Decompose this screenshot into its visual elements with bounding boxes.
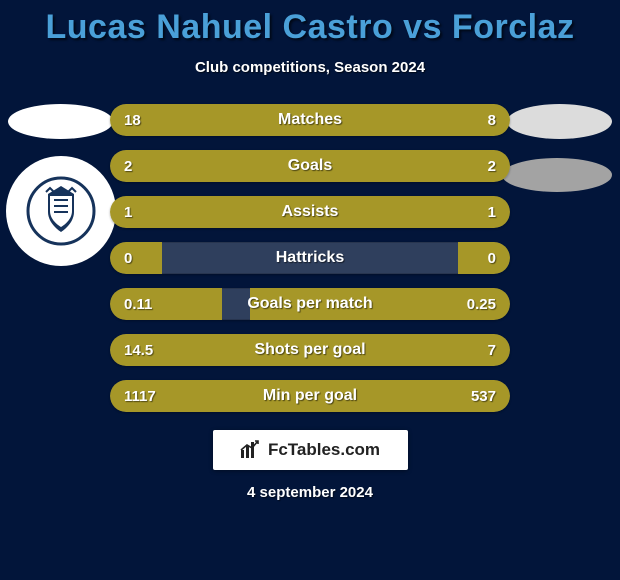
stat-row: 188Matches bbox=[110, 104, 510, 136]
bar-chart-icon bbox=[240, 440, 262, 460]
stat-label: Shots per goal bbox=[110, 334, 510, 366]
page-title: Lucas Nahuel Castro vs Forclaz bbox=[0, 0, 620, 47]
player-photo-right bbox=[507, 104, 612, 139]
stat-row: 00Hattricks bbox=[110, 242, 510, 274]
stat-row: 14.57Shots per goal bbox=[110, 334, 510, 366]
brand-text: FcTables.com bbox=[268, 440, 380, 460]
stat-label: Assists bbox=[110, 196, 510, 228]
stat-label: Goals per match bbox=[110, 288, 510, 320]
stat-row: 1117537Min per goal bbox=[110, 380, 510, 412]
stat-rows: 188Matches 22Goals 11Assists 00Hattricks 0.1… bbox=[110, 104, 510, 412]
club-badge-right bbox=[502, 158, 612, 192]
stat-row: 22Goals bbox=[110, 150, 510, 182]
date-text: 4 september 2024 bbox=[0, 484, 620, 501]
club-crest-icon bbox=[26, 176, 96, 246]
stat-label: Goals bbox=[110, 150, 510, 182]
comparison-area: 188Matches 22Goals 11Assists 00Hattricks 0.1… bbox=[0, 104, 620, 412]
subtitle: Club competitions, Season 2024 bbox=[0, 59, 620, 76]
stat-label: Min per goal bbox=[110, 380, 510, 412]
brand-badge: FcTables.com bbox=[213, 430, 408, 470]
club-badge-left bbox=[6, 156, 116, 266]
stat-label: Hattricks bbox=[110, 242, 510, 274]
stat-row: 11Assists bbox=[110, 196, 510, 228]
player-photo-left bbox=[8, 104, 113, 139]
stat-label: Matches bbox=[110, 104, 510, 136]
stat-row: 0.110.25Goals per match bbox=[110, 288, 510, 320]
